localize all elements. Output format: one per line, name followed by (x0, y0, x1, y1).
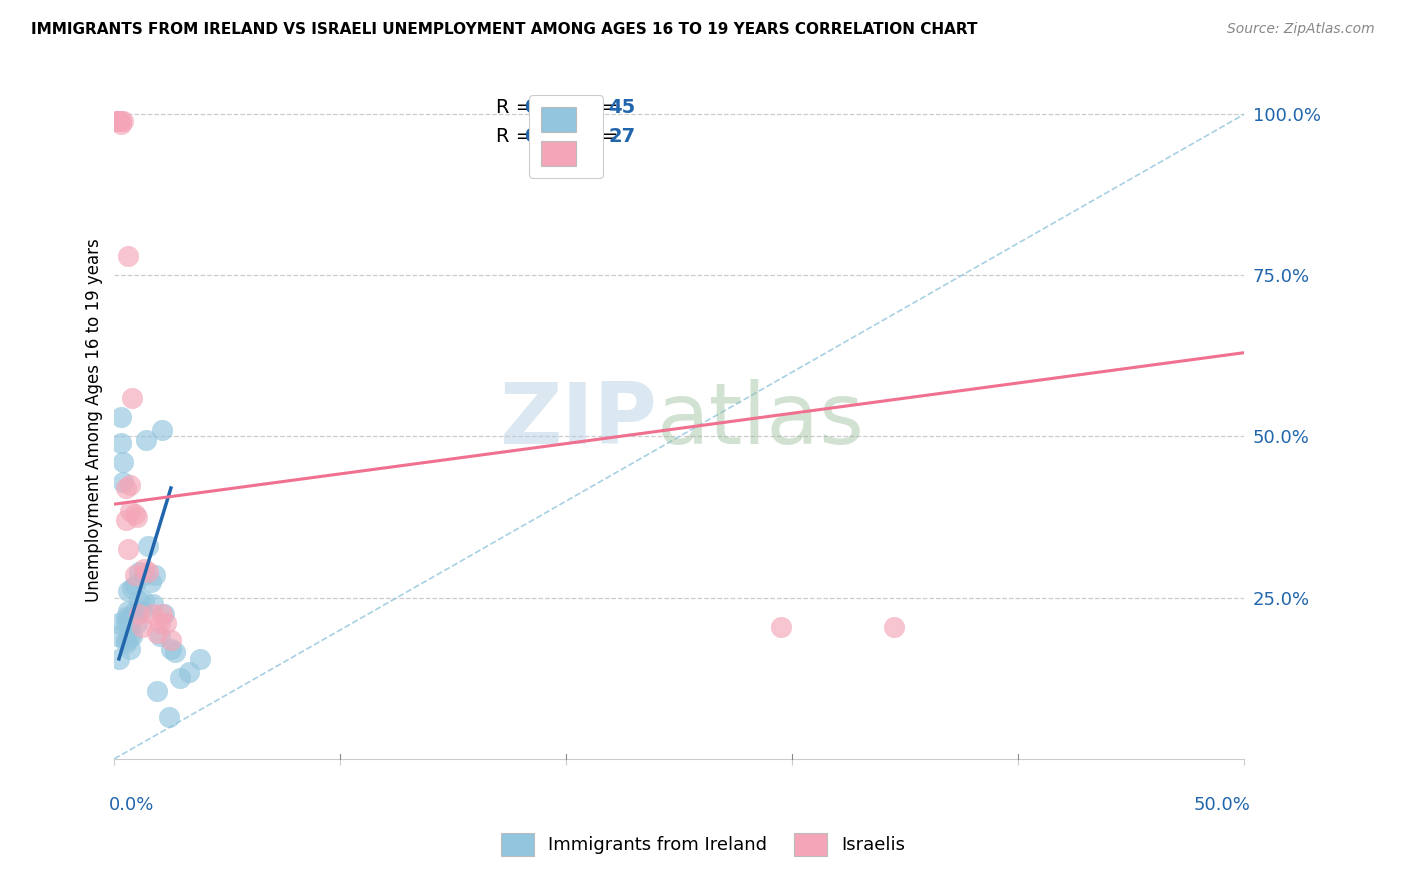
Point (105, 113, 128, 128)
Point (153, 607, 176, 621)
Text: 50.0%: 50.0% (1194, 796, 1250, 814)
Point (157, 710, 180, 724)
Text: R =: R = (496, 127, 546, 145)
Point (121, 581, 143, 595)
Point (155, 616, 177, 631)
Point (125, 510, 148, 524)
Legend: , : , (530, 95, 603, 178)
Point (132, 561, 155, 575)
Point (149, 629, 172, 643)
Point (149, 616, 172, 631)
Point (110, 436, 132, 450)
Point (128, 594, 150, 608)
Point (124, 568, 146, 582)
Point (120, 478, 142, 492)
Point (105, 629, 128, 643)
Point (139, 574, 162, 589)
Text: 27: 27 (609, 127, 636, 145)
Point (120, 629, 142, 643)
Point (110, 117, 132, 131)
Point (136, 539, 159, 553)
Point (105, 113, 128, 128)
Point (132, 568, 155, 582)
Text: ZIP: ZIP (499, 379, 657, 462)
Point (143, 568, 166, 582)
Point (128, 565, 150, 579)
Point (120, 642, 142, 657)
Point (146, 684, 169, 698)
Text: IMMIGRANTS FROM IRELAND VS ISRAELI UNEMPLOYMENT AMONG AGES 16 TO 19 YEARS CORREL: IMMIGRANTS FROM IRELAND VS ISRAELI UNEMP… (31, 22, 977, 37)
Point (110, 113, 132, 128)
Point (142, 607, 165, 621)
Y-axis label: Unemployment Among Ages 16 to 19 years: Unemployment Among Ages 16 to 19 years (86, 238, 103, 602)
Point (121, 610, 143, 624)
Point (114, 632, 136, 647)
Point (125, 616, 148, 631)
Point (117, 616, 139, 631)
Text: R =: R = (496, 98, 538, 117)
Point (108, 616, 131, 631)
Point (883, 620, 905, 634)
Point (112, 113, 135, 128)
Point (117, 603, 139, 617)
Point (124, 603, 146, 617)
Legend: Immigrants from Ireland, Israelis: Immigrants from Ireland, Israelis (494, 826, 912, 863)
Point (120, 620, 142, 634)
Point (131, 603, 153, 617)
Point (114, 513, 136, 527)
Point (169, 671, 191, 685)
Point (108, 113, 131, 128)
Text: Source: ZipAtlas.com: Source: ZipAtlas.com (1227, 22, 1375, 37)
Point (124, 578, 146, 592)
Point (117, 584, 139, 599)
Point (160, 642, 183, 657)
Point (120, 610, 142, 624)
Point (132, 594, 155, 608)
Text: 0.171: 0.171 (524, 127, 586, 145)
Point (124, 507, 146, 521)
Point (177, 665, 200, 679)
Point (108, 652, 131, 666)
Point (125, 607, 148, 621)
Point (150, 607, 173, 621)
Point (114, 616, 136, 631)
Point (128, 607, 150, 621)
Point (117, 542, 139, 557)
Point (188, 652, 211, 666)
Point (114, 610, 136, 624)
Text: 0.0%: 0.0% (108, 796, 155, 814)
Point (117, 249, 139, 263)
Point (770, 620, 793, 634)
Point (131, 620, 153, 634)
Point (150, 423, 173, 437)
Point (112, 475, 135, 489)
Point (135, 433, 157, 447)
Point (136, 565, 159, 579)
Text: N =: N = (581, 98, 624, 117)
Point (165, 645, 187, 659)
Text: 45: 45 (609, 98, 636, 117)
Point (114, 636, 136, 650)
Point (121, 391, 143, 405)
Point (110, 410, 132, 425)
Point (160, 632, 183, 647)
Point (120, 503, 142, 517)
Text: 0.327: 0.327 (524, 98, 586, 117)
Point (108, 113, 131, 128)
Text: N =: N = (581, 127, 624, 145)
Point (146, 626, 169, 640)
Point (121, 629, 143, 643)
Point (142, 597, 165, 611)
Point (114, 481, 136, 495)
Text: atlas: atlas (657, 379, 865, 462)
Point (112, 455, 135, 469)
